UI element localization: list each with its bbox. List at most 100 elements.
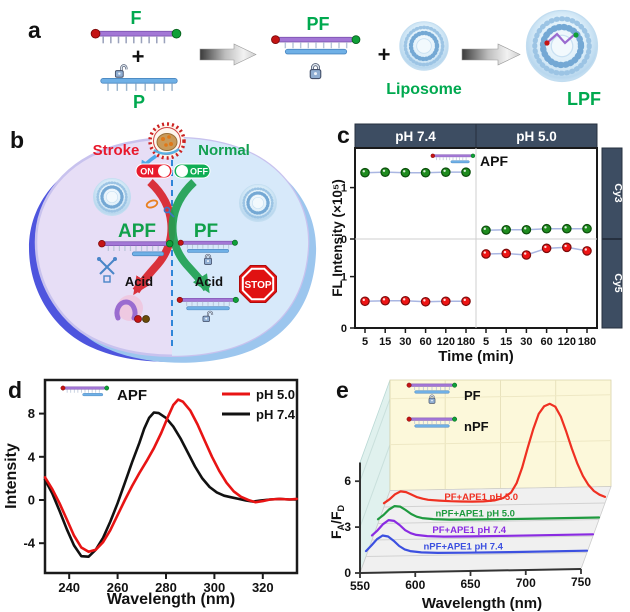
lpf-liposome-icon xyxy=(527,11,598,82)
legend: pH 5.0 pH 7.4 xyxy=(222,387,296,422)
series-line-pH-5.0 xyxy=(43,398,298,554)
d-ylabel: Intensity xyxy=(3,443,20,509)
normal-pathway-arrow xyxy=(168,179,211,294)
d-data-layer: 240 260 280 300 320 -4 0 4 8 xyxy=(23,398,298,595)
panel-a-schematic: a F + P PF + Liposome LPF xyxy=(28,8,601,112)
off-toggle-knob xyxy=(176,165,188,177)
pf-label: PF xyxy=(194,221,218,242)
liposome-group: Liposome xyxy=(386,22,462,98)
p-label: P xyxy=(133,92,145,112)
data-point xyxy=(541,243,552,254)
data-point-glint xyxy=(544,245,547,249)
x-tick-label: 120 xyxy=(437,336,455,348)
data-point xyxy=(461,167,471,177)
panel-a-letter: a xyxy=(28,17,41,43)
stroke-pathway-arrow xyxy=(132,179,176,296)
data-point xyxy=(562,242,572,253)
data-point xyxy=(461,296,471,307)
data-point xyxy=(420,167,431,178)
y-tick-label: 6 xyxy=(344,474,351,488)
data-point-glint xyxy=(564,244,567,248)
x-tick-label: 240 xyxy=(58,580,80,595)
x-tick-label: 60 xyxy=(540,336,552,348)
hairpin-product-icon xyxy=(114,295,150,323)
y-tick-label: 3 xyxy=(344,520,351,534)
data-point xyxy=(582,246,592,256)
x-tick-label: 300 xyxy=(204,580,226,595)
apf-annotation-label: APF xyxy=(480,153,508,169)
y-tick-label: 0 xyxy=(28,493,35,508)
data-point xyxy=(521,250,532,260)
data-point-glint xyxy=(483,251,486,254)
data-point-glint xyxy=(443,298,446,302)
series-connector xyxy=(364,171,466,174)
stop-label: STOP xyxy=(244,280,271,291)
data-point xyxy=(481,249,491,259)
panel-b-cell-schematic: b Stroke Normal ON OFF APF PF Acid Acid xyxy=(10,122,317,363)
plus-1: + xyxy=(132,44,145,69)
x-tick-label: 5 xyxy=(362,336,368,348)
data-point-glint xyxy=(423,170,426,173)
data-point xyxy=(441,167,451,177)
series-label: nPF+APE1 pH 7.4 xyxy=(424,542,504,553)
on-toggle[interactable]: ON xyxy=(135,163,173,179)
data-point xyxy=(562,223,572,234)
acid-right-label: Acid xyxy=(195,274,223,289)
row-strip-cy5-label: Cy5 xyxy=(612,273,624,292)
x-tick-label: 280 xyxy=(155,580,177,595)
x-tick-label: 180 xyxy=(457,336,475,348)
on-toggle-knob xyxy=(158,165,170,177)
x-tick-label: 600 xyxy=(405,578,425,592)
lpf-green-dot xyxy=(573,32,579,38)
back-wall-grid xyxy=(389,394,612,400)
floor-band-line xyxy=(365,552,588,557)
data-point-glint xyxy=(503,227,507,230)
off-toggle[interactable]: OFF xyxy=(173,163,211,179)
data-point-glint xyxy=(362,170,365,173)
on-label: ON xyxy=(140,167,154,177)
pf-label: PF xyxy=(306,14,329,34)
series-label: PF+APE1 pH 7.4 xyxy=(432,525,506,536)
e-xlabel: Wavelength (nm) xyxy=(422,595,542,612)
y-tick-label: 0 xyxy=(341,234,347,246)
data-point-glint xyxy=(362,298,365,302)
brain-icon xyxy=(148,122,186,160)
data-point xyxy=(400,167,411,178)
x-tick-label: 30 xyxy=(520,336,532,348)
legend-label-ph74: pH 7.4 xyxy=(256,407,296,422)
facet-header-ph50-label: pH 5.0 xyxy=(516,129,557,144)
liposome-label: Liposome xyxy=(386,81,462,98)
x-tick-label: 700 xyxy=(516,576,536,590)
y-tick-label: 8 xyxy=(28,406,35,421)
floor-band-line xyxy=(371,535,594,541)
panel-e-chart: e PF nPF FA/FD Wavelength (nm) 550 600 650… xyxy=(330,377,612,612)
off-label: OFF xyxy=(190,167,208,177)
stop-sign: STOP xyxy=(239,265,277,303)
side-wall-grid xyxy=(359,398,391,482)
data-point-glint xyxy=(463,298,466,302)
data-point xyxy=(521,224,532,235)
lpf-red-dot xyxy=(544,40,550,46)
x-tick-label: 15 xyxy=(379,336,391,348)
floor-band-line xyxy=(383,502,606,508)
row-strip-cy3 xyxy=(601,147,623,239)
stroke-label: Stroke xyxy=(93,142,140,159)
series-label: nPF+APE1 pH 5.0 xyxy=(436,509,515,520)
data-point xyxy=(481,225,491,236)
data-point xyxy=(582,223,592,234)
x-tick-label: 5 xyxy=(483,336,489,348)
lpf-label: LPF xyxy=(567,89,601,109)
apf-label: APF xyxy=(118,221,156,242)
y-tick-label: 1 xyxy=(341,183,347,195)
x-tick-label: 750 xyxy=(571,575,591,589)
data-point-glint xyxy=(544,226,547,229)
data-point xyxy=(541,223,552,234)
y-tick-label: 4 xyxy=(28,449,36,464)
series-line-PF+APE1-pH-7.4 xyxy=(370,519,595,538)
p-strand-icon xyxy=(101,66,177,91)
f-strand-icon xyxy=(90,28,182,45)
f-strand-group: F xyxy=(90,8,182,45)
pf-strand-group: PF xyxy=(270,14,361,80)
